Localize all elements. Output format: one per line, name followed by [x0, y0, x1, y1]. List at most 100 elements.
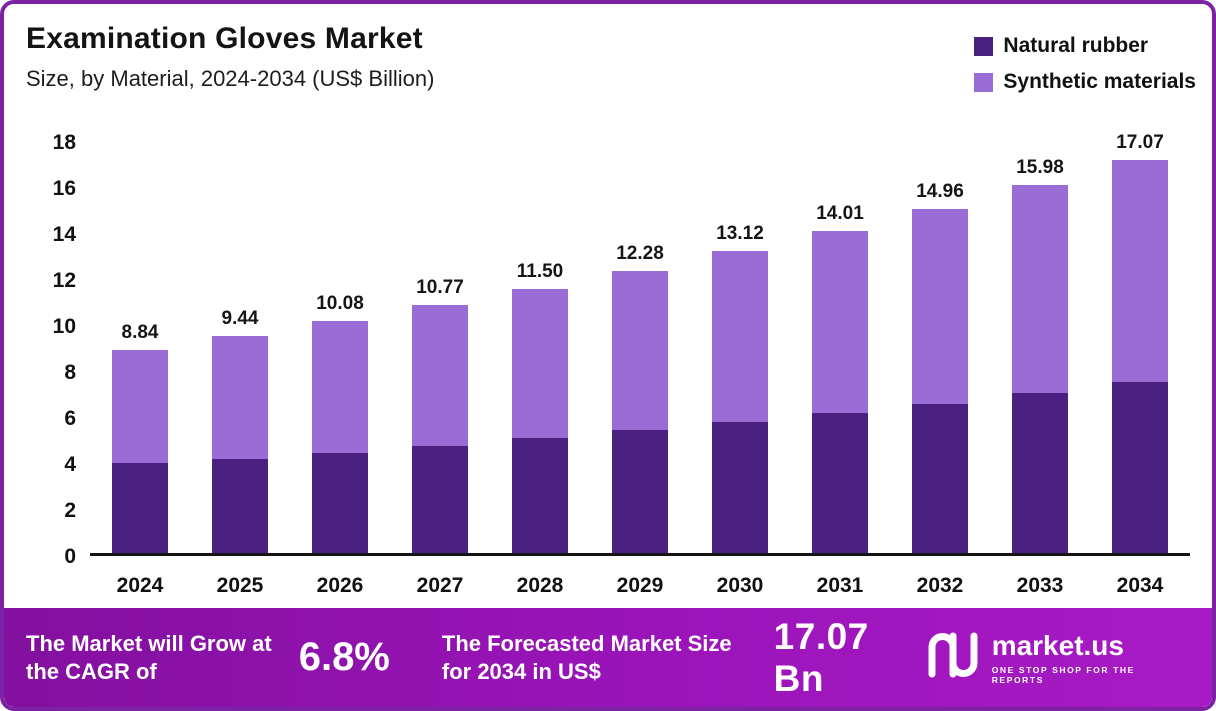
x-axis-label: 2029 — [616, 574, 664, 597]
y-axis-tick-label: 6 — [64, 407, 76, 430]
bar-slot: 8.84 — [90, 322, 190, 553]
y-axis-tick-label: 10 — [52, 315, 76, 338]
y-axis-tick-label: 16 — [52, 177, 76, 200]
bar-segment-synthetic-materials — [212, 335, 268, 459]
x-axis-label: 2025 — [216, 574, 264, 597]
bar-segment-natural-rubber — [112, 463, 168, 553]
bar-stack — [112, 349, 168, 553]
x-axis-label: 2031 — [816, 574, 864, 597]
brand-lockup: market.us ONE STOP SHOP FOR THE REPORTS — [926, 630, 1190, 685]
bar-total-label: 10.77 — [416, 277, 464, 299]
bar-stack — [712, 251, 768, 553]
forecast-label: The Forecasted Market Size for 2034 in U… — [441, 631, 732, 684]
brand-text: market.us ONE STOP SHOP FOR THE REPORTS — [992, 630, 1184, 685]
bar-slot: 10.77 — [390, 277, 490, 553]
legend-item-synthetic-materials: Synthetic materials — [974, 70, 1196, 94]
legend-item-natural-rubber: Natural rubber — [974, 34, 1196, 58]
bar-slot: 14.96 — [890, 181, 990, 553]
y-axis-tick-label: 12 — [52, 269, 76, 292]
bar-total-label: 14.96 — [916, 180, 964, 202]
bar-total-label: 9.44 — [221, 307, 259, 329]
y-axis: 0 2 4 6 8 10 12 14 16 18 — [34, 131, 82, 568]
bar-total-label: 13.12 — [716, 223, 764, 245]
plot-area: 8.84 9.44 10.08 10.77 11.50 12.28 13.12 14.01 14… — [90, 122, 1190, 556]
bar-segment-synthetic-materials — [612, 270, 668, 430]
bar-segment-natural-rubber — [512, 438, 568, 553]
bar-segment-natural-rubber — [212, 458, 268, 553]
bar-stack — [512, 288, 568, 553]
x-axis-label: 2032 — [916, 574, 964, 597]
bar-segment-synthetic-materials — [1012, 185, 1068, 394]
bar-slot: 10.08 — [290, 293, 390, 553]
bar-stack — [312, 321, 368, 553]
legend-swatch — [974, 36, 994, 56]
bar-segment-natural-rubber — [912, 403, 968, 553]
x-axis-label: 2034 — [1116, 574, 1164, 597]
bar-segment-synthetic-materials — [312, 321, 368, 453]
bar-segment-synthetic-materials — [912, 208, 968, 404]
x-axis-label: 2024 — [116, 574, 164, 597]
bar-segment-synthetic-materials — [1112, 160, 1168, 382]
bar-segment-natural-rubber — [1012, 393, 1068, 553]
y-axis-tick-label: 18 — [52, 131, 76, 154]
y-axis-tick-label: 2 — [64, 499, 76, 522]
x-axis-label: 2033 — [1016, 574, 1064, 597]
bar-segment-natural-rubber — [712, 421, 768, 553]
bar-segment-synthetic-materials — [512, 288, 568, 438]
bar-segment-synthetic-materials — [112, 349, 168, 464]
bar-segment-synthetic-materials — [712, 251, 768, 422]
bar-total-label: 15.98 — [1016, 157, 1064, 179]
chart-subtitle: Size, by Material, 2024-2034 (US$ Billio… — [26, 66, 435, 91]
bar-slot: 17.07 — [1090, 132, 1190, 553]
bar-stack — [1012, 185, 1068, 553]
x-axis-label: 2027 — [416, 574, 464, 597]
bar-segment-natural-rubber — [412, 446, 468, 553]
bar-stack — [412, 305, 468, 553]
cagr-label: The Market will Grow at the CAGR of — [26, 631, 272, 684]
bar-segment-natural-rubber — [312, 452, 368, 553]
bar-total-label: 11.50 — [516, 260, 564, 282]
y-axis-tick-label: 4 — [64, 453, 76, 476]
stacked-bar-chart: 0 2 4 6 8 10 12 14 16 18 8.84 9.44 10.08 10.77 11.50 1… — [34, 122, 1190, 598]
bar-slot: 15.98 — [990, 157, 1090, 553]
x-axis-label: 2030 — [716, 574, 764, 597]
bar-total-label: 10.08 — [316, 293, 364, 315]
bar-stack — [612, 270, 668, 553]
bar-segment-natural-rubber — [812, 412, 868, 553]
bar-segment-synthetic-materials — [412, 305, 468, 447]
bar-total-label: 17.07 — [1116, 132, 1164, 154]
marketus-logo-icon — [926, 632, 980, 683]
legend-swatch — [974, 72, 994, 92]
chart-header: Examination Gloves Market Size, by Mater… — [26, 22, 434, 92]
bar-slot: 14.01 — [790, 203, 890, 553]
bar-slot: 9.44 — [190, 308, 290, 553]
bar-slot: 11.50 — [490, 260, 590, 553]
plot-wrap: 8.84 9.44 10.08 10.77 11.50 12.28 13.12 14.01 14… — [90, 122, 1190, 598]
bar-total-label: 8.84 — [121, 321, 159, 343]
cagr-value: 6.8% — [298, 635, 390, 679]
forecast-value: 17.07 Bn — [773, 615, 869, 699]
bar-slot: 12.28 — [590, 243, 690, 553]
brand-tagline: ONE STOP SHOP FOR THE REPORTS — [991, 665, 1135, 685]
bar-stack — [212, 335, 268, 553]
y-axis-tick-label: 8 — [64, 361, 76, 384]
brand-name: market.us — [991, 630, 1124, 661]
bar-slot: 13.12 — [690, 223, 790, 553]
y-axis-tick-label: 0 — [64, 545, 76, 568]
y-axis-tick-label: 14 — [52, 223, 76, 246]
chart-title: Examination Gloves Market — [26, 22, 423, 55]
bar-total-label: 12.28 — [616, 242, 664, 264]
bar-segment-natural-rubber — [1112, 381, 1168, 553]
bar-stack — [1112, 160, 1168, 553]
chart-legend: Natural rubber Synthetic materials — [974, 34, 1196, 94]
legend-label: Synthetic materials — [1003, 70, 1196, 93]
legend-label: Natural rubber — [1003, 34, 1149, 57]
x-axis-labels: 2024 2025 2026 2027 2028 2029 2030 2031 2032 2033… — [90, 574, 1190, 598]
bar-stack — [912, 208, 968, 553]
bar-segment-natural-rubber — [612, 429, 668, 553]
bar-segment-synthetic-materials — [812, 230, 868, 413]
footer-banner: The Market will Grow at the CAGR of 6.8%… — [4, 608, 1212, 707]
x-axis-label: 2028 — [516, 574, 564, 597]
bar-total-label: 14.01 — [816, 202, 864, 224]
